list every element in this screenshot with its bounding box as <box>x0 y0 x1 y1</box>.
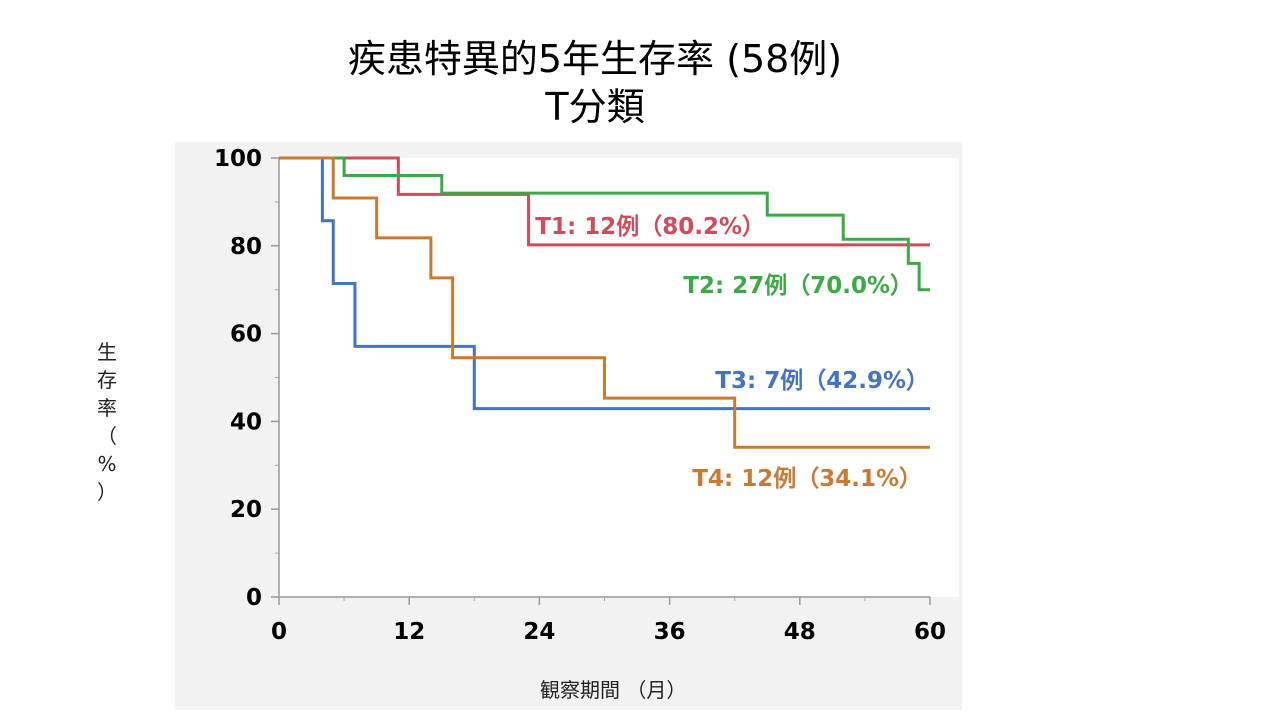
y-axis-label-char: 存 <box>97 368 117 392</box>
y-tick-label: 60 <box>230 322 262 348</box>
y-axis-label-char: ） <box>97 480 117 504</box>
series-line-3 <box>279 156 930 411</box>
y-axis-label-char: 生 <box>97 340 117 364</box>
series-label-3: T3: 7例（42.9%） <box>715 367 929 394</box>
x-tick-label: 48 <box>784 619 816 645</box>
x-tick-label: 60 <box>914 619 946 645</box>
y-tick-label: 20 <box>230 497 262 523</box>
x-tick-label: 24 <box>523 619 555 645</box>
series-label-2: T2: 27例（70.0%） <box>683 272 913 299</box>
series-label-1: T1: 12例（80.2%） <box>535 213 765 240</box>
x-axis-label: 観察期間 （月） <box>540 678 687 702</box>
y-tick-label: 80 <box>230 234 262 260</box>
y-axis-label-char: （ <box>97 424 117 448</box>
y-axis-label-char: % <box>97 452 117 476</box>
y-tick-label: 100 <box>214 146 262 172</box>
x-tick-label: 36 <box>654 619 686 645</box>
series-line-2 <box>279 156 930 292</box>
chart-subtitle: T分類 <box>545 85 645 129</box>
y-tick-label: 40 <box>230 409 262 435</box>
chart-title: 疾患特異的5年生存率 (58例) <box>347 37 843 81</box>
y-axis-label: 生存率 （% ） <box>92 338 122 506</box>
series-label-4: T4: 12例（34.1%） <box>692 465 922 492</box>
y-axis-label-char: 率 <box>97 396 117 420</box>
x-tick-label: 0 <box>271 619 287 645</box>
plot-area <box>279 158 959 597</box>
y-tick-label: 0 <box>246 585 262 611</box>
series-line-4 <box>279 156 930 449</box>
x-tick-label: 12 <box>393 619 425 645</box>
